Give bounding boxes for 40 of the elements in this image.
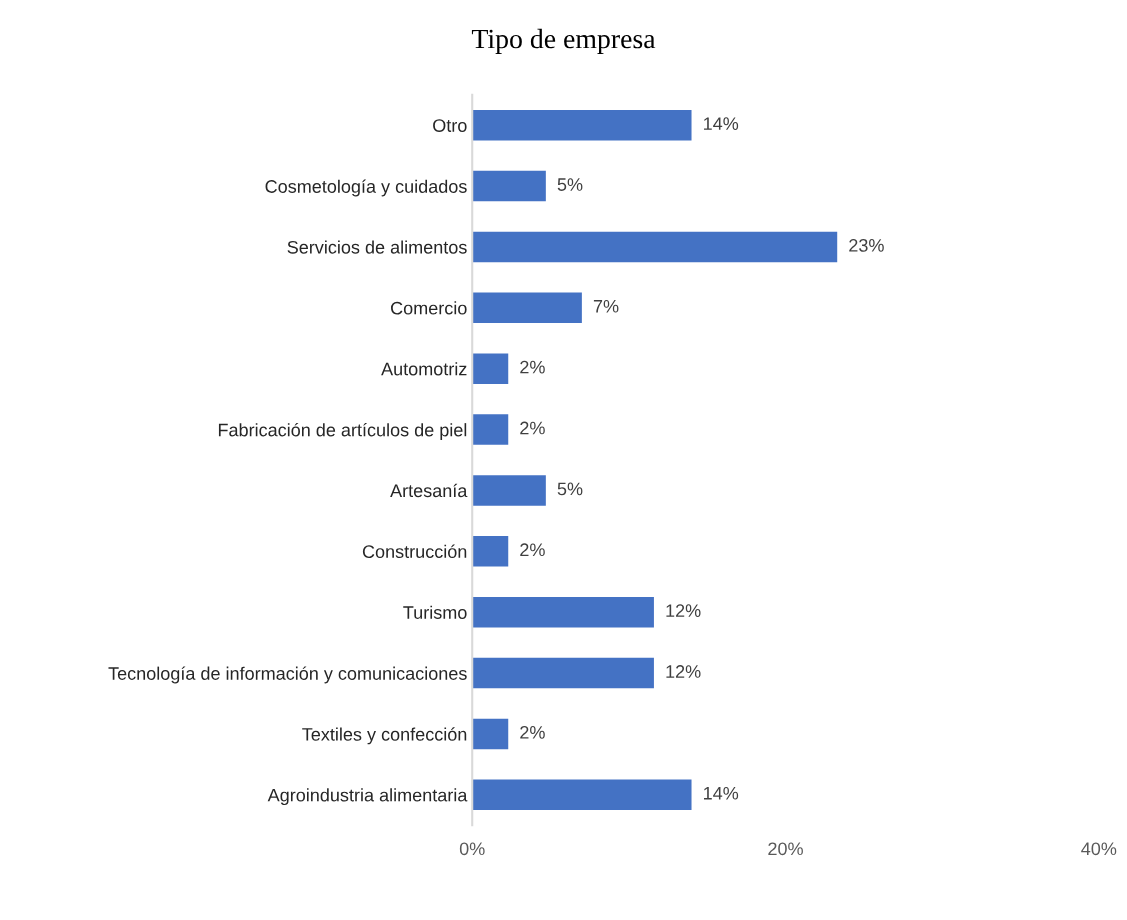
data-label: 2% bbox=[520, 543, 545, 557]
y-tick-label: Cosmetología y cuidados bbox=[265, 179, 467, 197]
data-label: 12% bbox=[666, 665, 701, 678]
data-label: 2% bbox=[520, 725, 545, 739]
y-tick-label: Turismo bbox=[403, 605, 467, 619]
y-tick-label: Fabricación de artículos de piel bbox=[218, 422, 467, 440]
data-label: 2% bbox=[520, 360, 545, 374]
x-tick-label: 20% bbox=[768, 842, 803, 856]
x-tick-label: 40% bbox=[1081, 842, 1117, 856]
data-label: 5% bbox=[557, 178, 583, 191]
y-tick-label: Servicios de alimentos bbox=[287, 240, 467, 254]
bar bbox=[472, 536, 509, 567]
data-label: 23% bbox=[849, 239, 884, 252]
bar bbox=[472, 231, 838, 263]
bar bbox=[472, 353, 509, 384]
x-tick-label: 0% bbox=[459, 842, 485, 856]
bar bbox=[472, 475, 546, 506]
y-tick-label: Construcción bbox=[362, 544, 467, 559]
data-label: 14% bbox=[704, 117, 739, 130]
bar bbox=[472, 596, 654, 628]
chart-title: Tipo de empresa bbox=[471, 28, 656, 54]
data-label: 12% bbox=[666, 604, 701, 617]
bar bbox=[472, 657, 654, 689]
y-tick-label: Tecnología de información y comunicaciones bbox=[108, 666, 467, 684]
bar bbox=[472, 109, 692, 141]
data-label: 14% bbox=[704, 786, 739, 800]
y-tick-label: Textiles y confección bbox=[302, 727, 467, 745]
bar bbox=[472, 718, 509, 750]
data-label: 5% bbox=[557, 482, 583, 496]
y-tick-label: Comercio bbox=[391, 301, 467, 315]
y-tick-label: Automotriz bbox=[381, 362, 467, 376]
y-tick-label: Artesanía bbox=[390, 483, 468, 498]
data-label: 7% bbox=[593, 299, 619, 313]
y-tick-label: Otro bbox=[433, 119, 467, 132]
bar bbox=[472, 170, 546, 202]
bar bbox=[472, 292, 582, 324]
bar bbox=[472, 779, 692, 811]
bar bbox=[472, 414, 509, 445]
y-tick-label: Agroindustria alimentaria bbox=[267, 788, 468, 806]
data-label: 2% bbox=[520, 421, 545, 435]
